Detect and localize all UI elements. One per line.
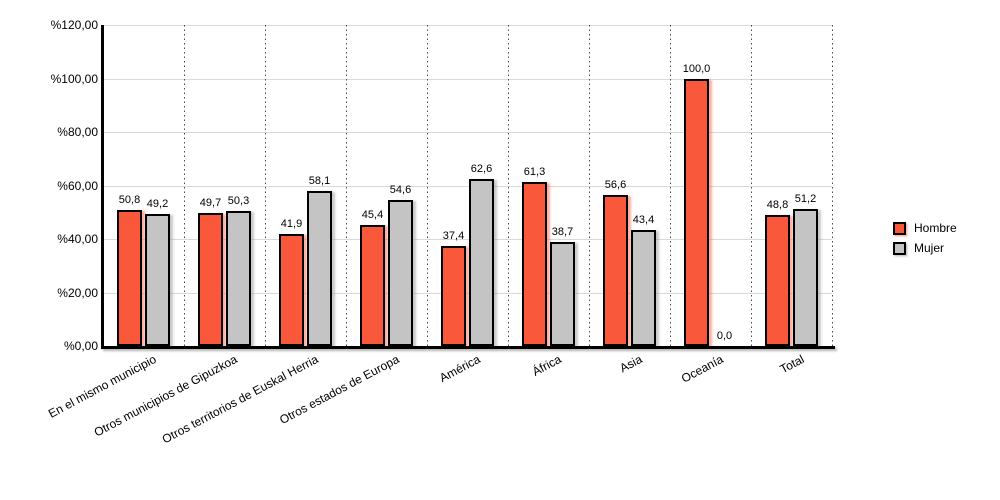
bar-mujer xyxy=(793,209,818,346)
legend-label: Mujer xyxy=(914,241,945,255)
value-label-hombre: 45,4 xyxy=(361,208,384,221)
value-label-hombre: 56,6 xyxy=(604,178,627,191)
y-axis-line xyxy=(101,25,104,349)
category-separator xyxy=(265,25,266,346)
category-separator xyxy=(427,25,428,346)
gridline xyxy=(103,185,832,187)
bar-hombre xyxy=(360,224,385,346)
bar-mujer xyxy=(550,242,575,346)
bar-mujer xyxy=(226,211,251,346)
bar-hombre xyxy=(117,210,142,346)
value-label-hombre: 41,9 xyxy=(280,217,303,230)
gridline xyxy=(103,78,832,80)
value-label-mujer: 43,4 xyxy=(632,213,655,226)
y-tick-label: %100,00 xyxy=(50,71,98,86)
value-label-mujer: 49,2 xyxy=(146,198,169,211)
y-tick-label: %40,00 xyxy=(57,232,98,246)
value-label-hombre: 48,8 xyxy=(766,199,789,212)
category-separator xyxy=(670,25,671,346)
bar-hombre xyxy=(684,78,709,346)
bar-mujer xyxy=(388,199,413,346)
legend-swatch-hombre xyxy=(893,221,906,235)
value-label-mujer: 54,6 xyxy=(389,183,412,196)
legend-item-mujer: Mujer xyxy=(893,238,957,258)
value-label-hombre: 61,3 xyxy=(523,166,546,179)
y-tick-label: %20,00 xyxy=(57,285,98,300)
value-label-mujer: 62,6 xyxy=(470,162,493,175)
category-separator xyxy=(589,25,590,346)
gridline xyxy=(103,25,832,26)
value-label-hombre: 50,8 xyxy=(118,194,141,207)
bar-hombre xyxy=(603,194,628,346)
value-label-hombre: 37,4 xyxy=(442,229,465,242)
category-separator xyxy=(184,25,185,346)
value-label-hombre: 49,7 xyxy=(199,197,222,210)
value-label-mujer: 38,7 xyxy=(551,226,574,239)
value-label-mujer: 51,2 xyxy=(794,193,817,206)
category-separator xyxy=(751,25,752,346)
bar-hombre xyxy=(198,213,223,346)
y-tick-label: %120,00 xyxy=(50,18,98,32)
category-separator xyxy=(508,25,509,346)
gridline xyxy=(103,239,832,240)
legend-swatch-mujer xyxy=(893,241,906,255)
x-axis-line xyxy=(101,346,835,349)
legend-label: Hombre xyxy=(914,221,957,235)
category-label: Total xyxy=(777,352,807,377)
bar-mujer xyxy=(631,229,656,346)
value-label-mujer: 58,1 xyxy=(308,174,331,187)
gridline xyxy=(103,292,832,294)
value-label-mujer: 50,3 xyxy=(227,195,250,208)
bar-mujer xyxy=(145,214,170,346)
value-label-mujer: 0,0 xyxy=(716,330,733,342)
bar-mujer xyxy=(469,178,494,346)
category-separator xyxy=(346,25,347,346)
bar-hombre xyxy=(279,233,304,346)
category-separator xyxy=(832,25,833,346)
legend-item-hombre: Hombre xyxy=(893,218,957,238)
value-label-hombre: 100,0 xyxy=(682,62,711,75)
bar-hombre xyxy=(765,215,790,346)
bar-mujer xyxy=(307,190,332,346)
y-tick-label: %60,00 xyxy=(57,178,98,193)
y-tick-label: %0,00 xyxy=(63,339,98,353)
gridline xyxy=(103,132,832,133)
y-tick-label: %80,00 xyxy=(57,125,98,139)
bar-hombre xyxy=(441,245,466,346)
legend: Hombre Mujer xyxy=(893,218,957,258)
bar-hombre xyxy=(522,182,547,346)
